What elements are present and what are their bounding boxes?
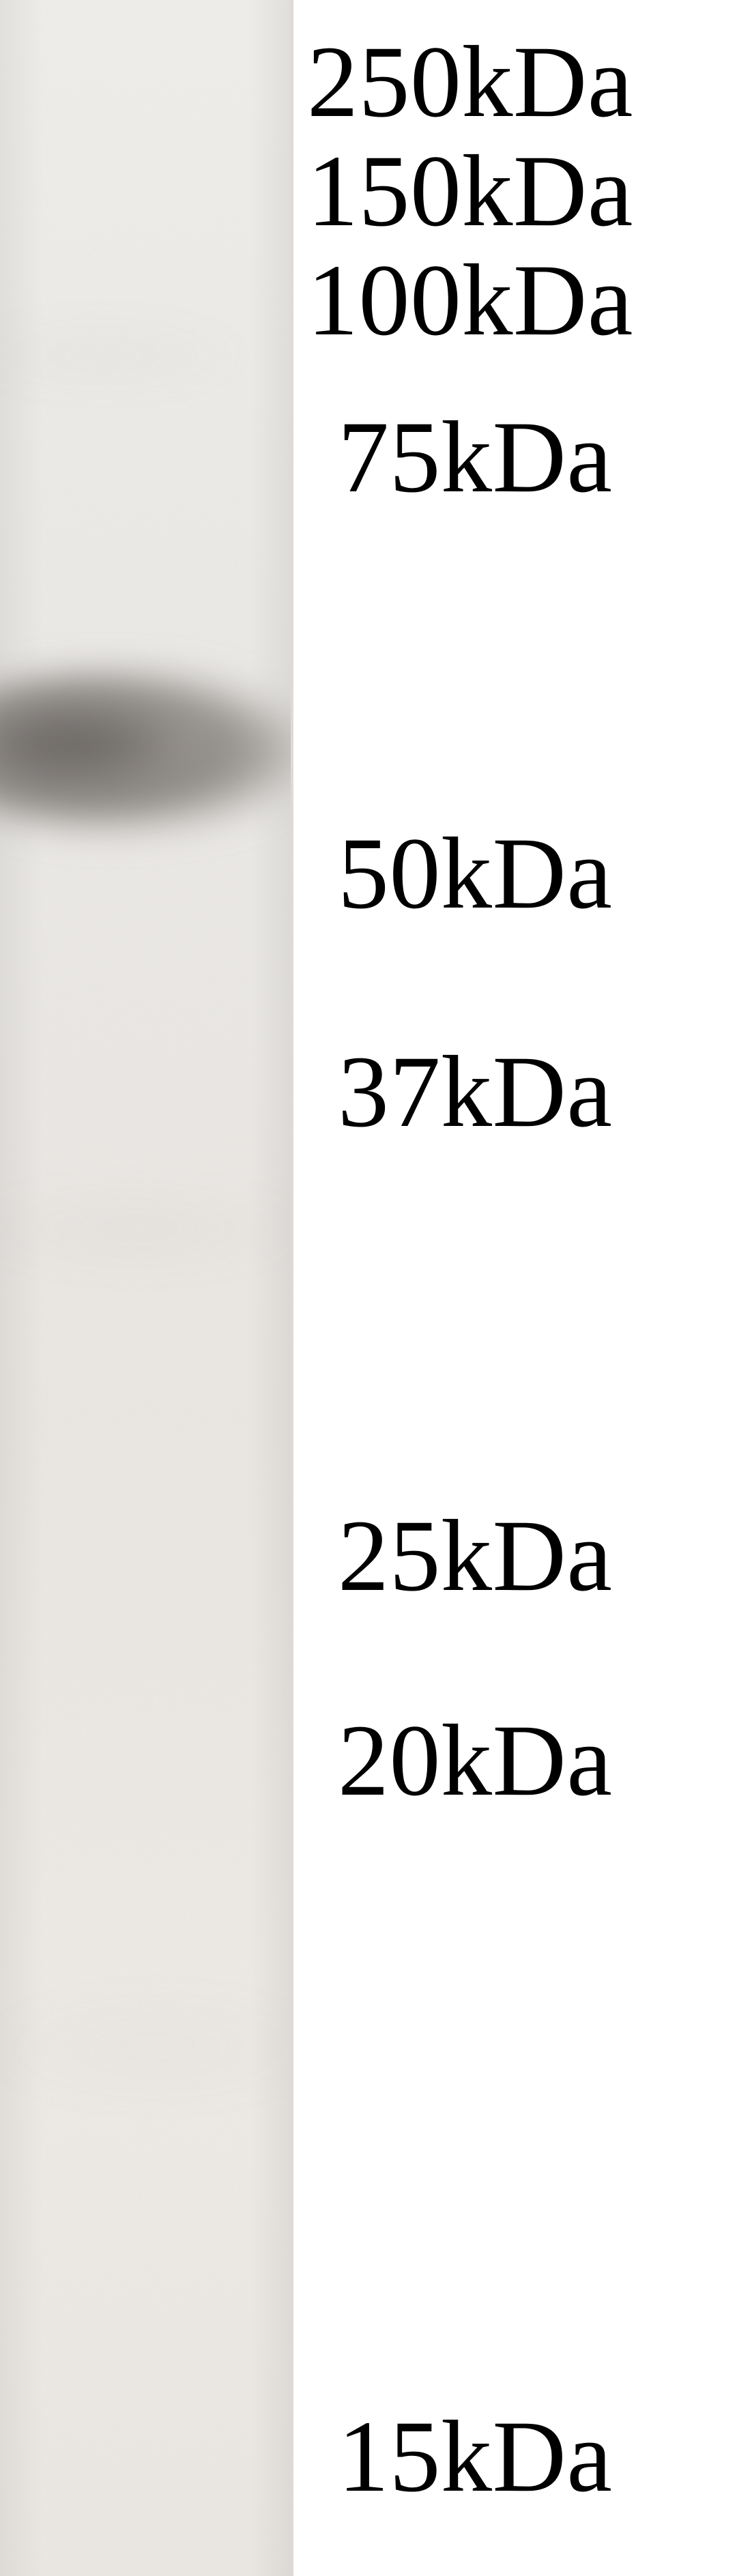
blot-lane-container [0,0,293,2576]
marker-15kda: 15kDa [338,2398,612,2515]
marker-100kda: 100kDa [307,242,633,359]
marker-250kda: 250kDa [307,23,633,141]
marker-50kda: 50kDa [338,815,612,932]
blot-lane [0,0,293,2576]
marker-150kda: 150kDa [307,132,633,250]
marker-75kda: 75kDa [338,399,612,516]
marker-25kda: 25kDa [338,1497,612,1615]
marker-20kda: 20kDa [338,1702,612,1819]
marker-37kda: 37kDa [338,1033,612,1150]
